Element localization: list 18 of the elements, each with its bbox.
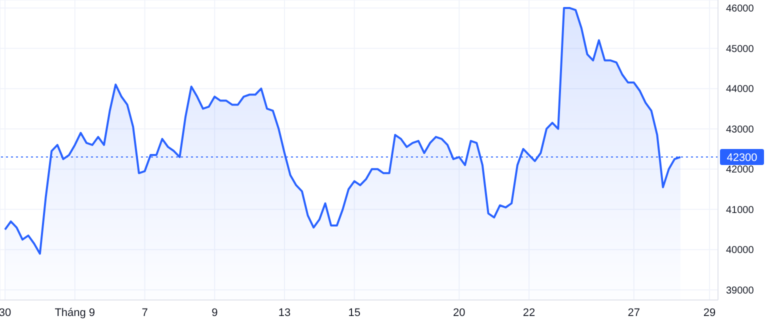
- x-tick-label: 15: [348, 306, 360, 319]
- ref-line-label: 42300: [726, 152, 758, 164]
- y-tick-label: 46000: [726, 4, 754, 15]
- x-tick-label: 27: [628, 306, 640, 319]
- y-tick-label: 40000: [726, 245, 754, 256]
- y-tick-label: 43000: [726, 124, 754, 136]
- x-tick-label: 20: [453, 306, 466, 319]
- y-tick-label: 45000: [726, 44, 754, 55]
- x-tick-label: 13: [278, 306, 291, 319]
- x-tick-label: 29: [703, 306, 716, 319]
- y-tick-label: 44000: [726, 84, 754, 96]
- x-tick-label: 9: [212, 306, 218, 319]
- x-tick-label: 22: [522, 306, 536, 319]
- x-tick-label: Tháng 9: [54, 306, 96, 319]
- x-tick-label: 7: [142, 306, 148, 319]
- y-tick-label: 42000: [726, 164, 754, 176]
- y-tick-label: 39000: [726, 285, 754, 296]
- y-tick-label: 41000: [726, 204, 754, 216]
